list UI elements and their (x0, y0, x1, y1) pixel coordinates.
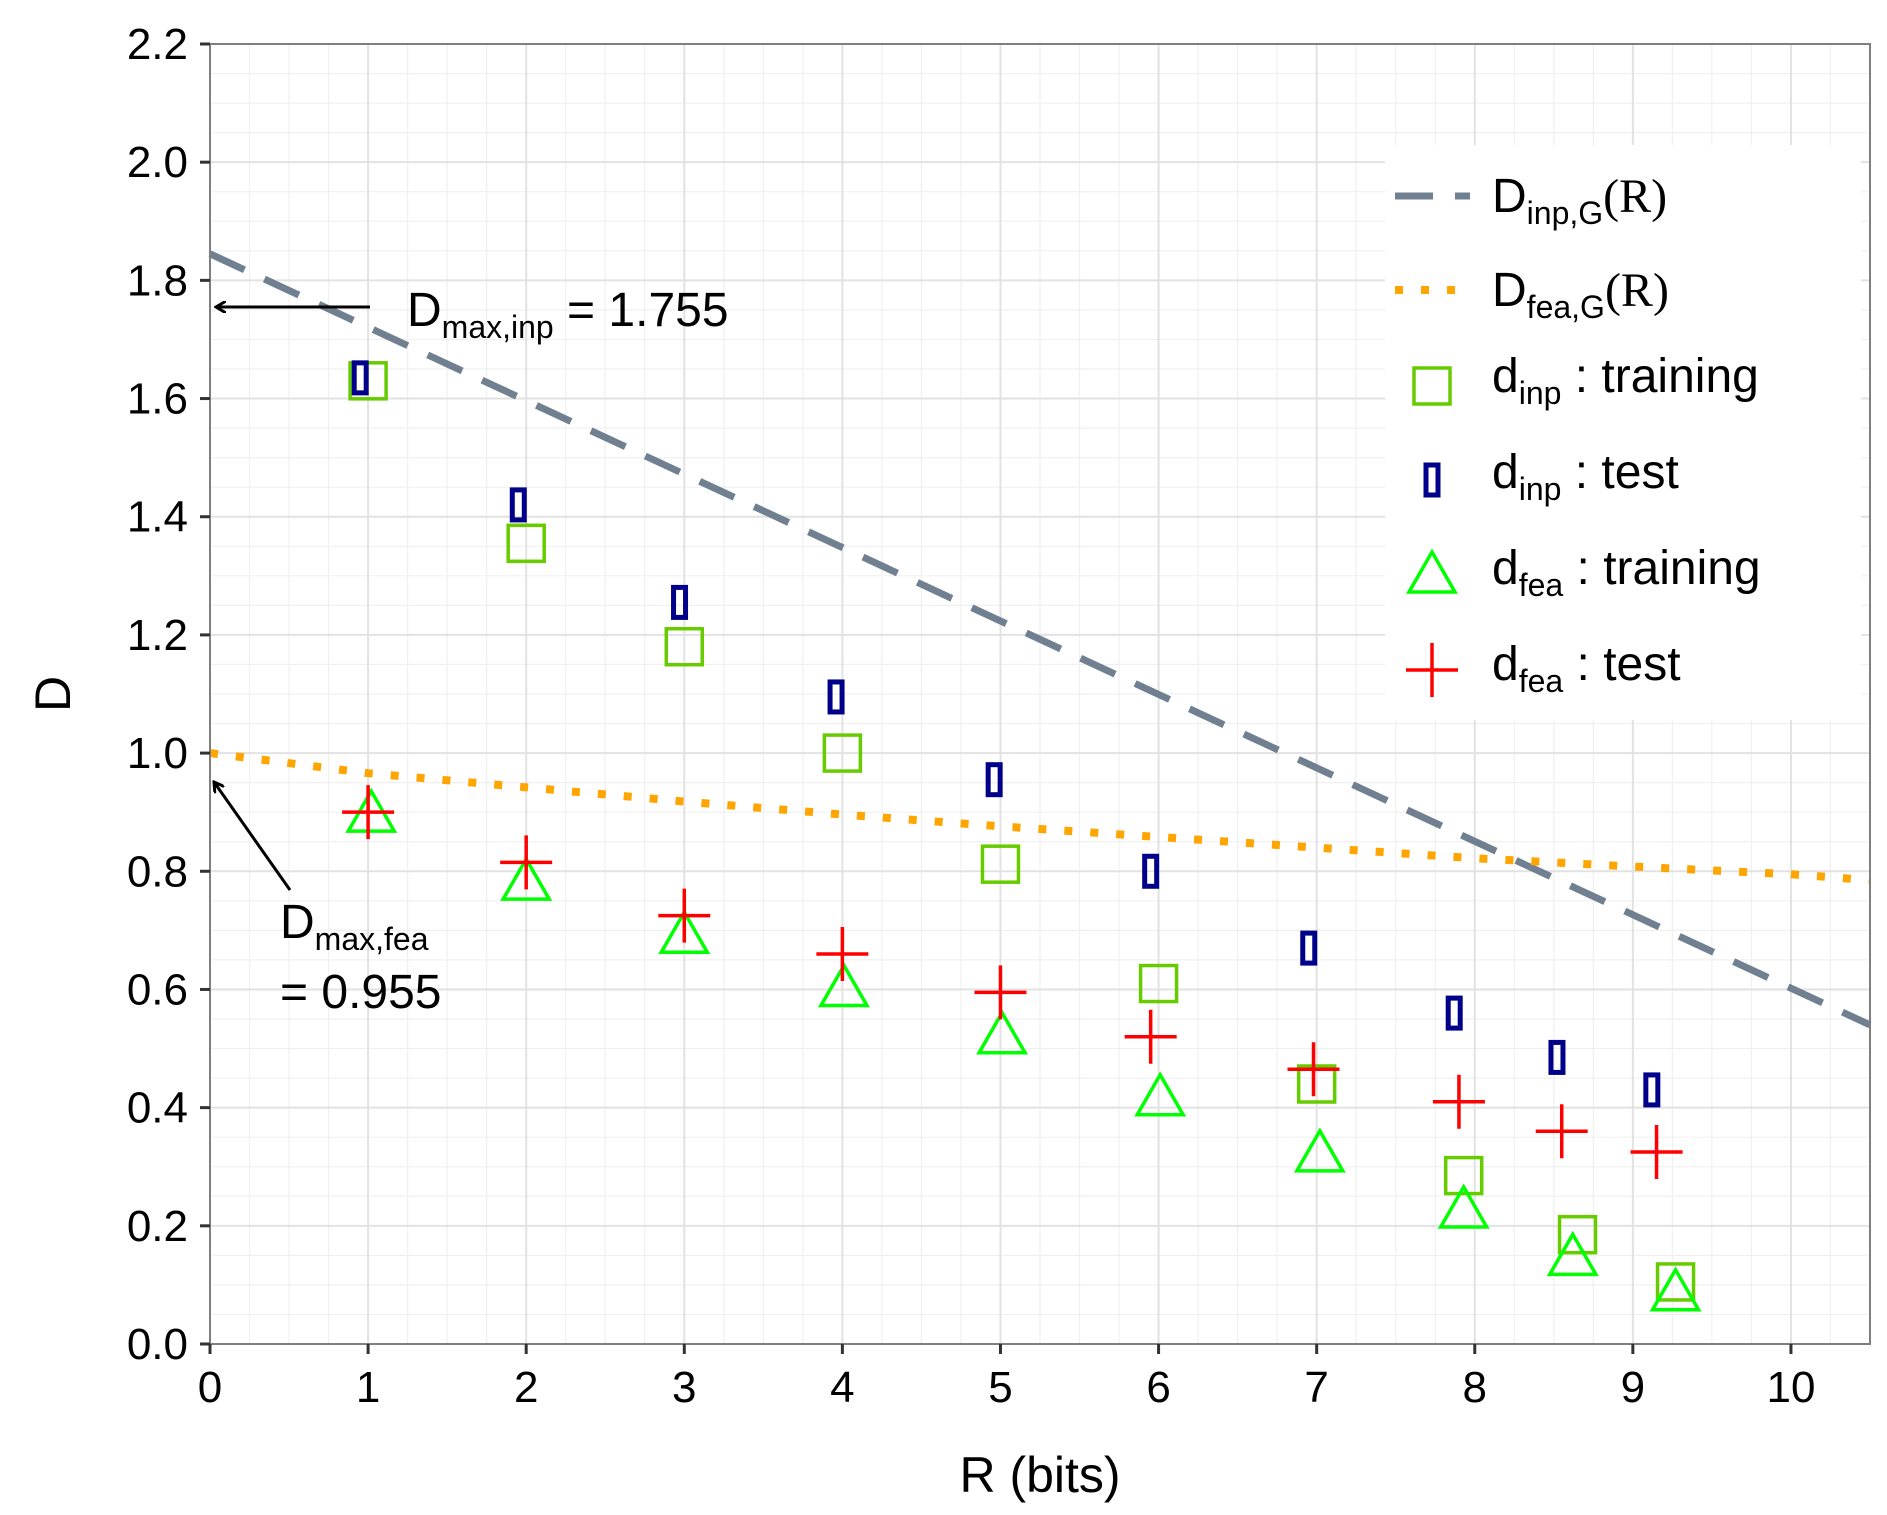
point-square-6 (1296, 1064, 1337, 1104)
point-triangle-9 (1649, 1266, 1702, 1312)
point-triangle-8 (1546, 1230, 1599, 1277)
point-triangle-2 (658, 908, 711, 955)
legend-label-dfea-test: dfea : test (1492, 638, 1681, 699)
point-triangle-1 (500, 855, 553, 901)
legend-label-dfeaG: Dfea,G(R) (1492, 264, 1669, 325)
y-tick-label: 2.2 (127, 20, 188, 69)
point-plus-6 (1287, 1042, 1340, 1097)
axis-ticks (200, 42, 1793, 1354)
series-line-1 (209, 749, 1871, 885)
grid-minor (210, 44, 1871, 1344)
point-plus-9 (1630, 1124, 1683, 1179)
point-thin-rect-7 (1445, 995, 1463, 1031)
x-tick-label: 9 (1621, 1363, 1645, 1412)
y-tick-label: 0.6 (127, 965, 188, 1014)
annotation-arrow-fea (214, 782, 292, 891)
legend-label-dinp-training: dinp : training (1492, 350, 1759, 411)
legend-key-5 (1406, 643, 1458, 697)
x-tick-labels: 0 1 2 3 4 5 6 7 8 9 10 (198, 1363, 1816, 1412)
x-tick-label: 10 (1766, 1363, 1815, 1412)
point-plus-8 (1535, 1104, 1588, 1159)
y-tick-label: 1.2 (127, 611, 188, 660)
point-square-2 (664, 626, 705, 667)
legend-keys (1395, 192, 1470, 697)
series-line-0 (208, 250, 1872, 1029)
y-tick-label: 0.8 (127, 847, 188, 896)
annotation-dmax-fea: Dmax,fea = 0.955 (214, 782, 441, 1019)
point-square-4 (980, 844, 1021, 884)
y-tick-label: 1.0 (127, 729, 188, 778)
x-axis-title: R (bits) (959, 1447, 1120, 1503)
point-triangle-6 (1293, 1127, 1346, 1173)
x-tick-label: 2 (514, 1363, 538, 1412)
legend-key-4 (1405, 548, 1459, 594)
y-tick-label: 2.0 (127, 138, 188, 187)
point-square-1 (506, 523, 546, 564)
y-tick-label: 0.4 (127, 1084, 188, 1133)
legend-key-2 (1412, 366, 1452, 406)
point-triangle-7 (1437, 1183, 1490, 1229)
point-plus-4 (974, 965, 1027, 1020)
point-thin-rect-5 (1142, 853, 1160, 889)
point-square-7 (1443, 1155, 1484, 1196)
x-tick-label: 0 (198, 1363, 222, 1412)
point-square-3 (822, 733, 863, 773)
point-thin-rect-9 (1643, 1072, 1661, 1108)
x-tick-label: 3 (672, 1363, 696, 1412)
x-tick-label: 8 (1463, 1363, 1487, 1412)
point-triangle-4 (976, 1009, 1029, 1055)
point-thin-rect-2 (671, 584, 689, 620)
point-square-8 (1557, 1214, 1598, 1255)
point-thin-rect-4 (985, 762, 1003, 798)
series-points (342, 360, 1702, 1312)
y-tick-label: 0.2 (127, 1202, 188, 1251)
point-plus-7 (1432, 1074, 1485, 1129)
x-tick-label: 4 (830, 1363, 854, 1412)
annotation-label-fea: Dmax,fea (280, 896, 429, 957)
annotation-label-inp: Dmax,inp = 1.755 (407, 284, 729, 345)
point-triangle-3 (817, 961, 870, 1008)
y-tick-label: 0.0 (127, 1320, 188, 1369)
y-tick-labels: 0.0 0.2 0.4 0.6 0.8 1.0 1.2 1.4 1.6 1.8 2.0 2.2 (127, 20, 188, 1369)
point-plus-5 (1124, 1009, 1177, 1064)
point-thin-rect-8 (1548, 1039, 1566, 1075)
x-tick-label: 5 (988, 1363, 1012, 1412)
legend: Dinp,G(R) Dfea,G(R) dinp : training dinp… (1385, 145, 1861, 720)
point-thin-rect-3 (827, 679, 845, 715)
series-lines (208, 250, 1872, 1029)
x-tick-label: 6 (1146, 1363, 1170, 1412)
point-square-9 (1655, 1262, 1696, 1302)
point-plus-1 (500, 835, 553, 890)
x-tick-label: 1 (356, 1363, 380, 1412)
legend-label-dinpG: Dinp,G(R) (1492, 170, 1667, 231)
legend-background (1385, 145, 1861, 720)
point-thin-rect-0 (351, 360, 369, 396)
annotation-dmax-inp: Dmax,inp = 1.755 (216, 284, 729, 345)
x-tick-label: 7 (1304, 1363, 1328, 1412)
plot-border (209, 43, 1871, 1345)
point-plus-3 (816, 927, 869, 981)
legend-key-3 (1423, 462, 1441, 498)
point-thin-rect-6 (1300, 930, 1318, 966)
y-tick-label: 1.4 (127, 493, 188, 542)
y-axis-title: D (25, 676, 81, 712)
legend-label-dfea-training: dfea : training (1492, 542, 1761, 603)
point-thin-rect-1 (509, 487, 527, 523)
point-triangle-5 (1134, 1071, 1187, 1117)
annotation-value-fea: = 0.955 (280, 966, 441, 1019)
point-plus-2 (658, 888, 711, 943)
point-plus-0 (342, 785, 395, 840)
y-tick-label: 1.8 (127, 256, 188, 305)
legend-label-dinp-test: dinp : test (1492, 446, 1679, 507)
y-tick-label: 1.6 (127, 375, 188, 424)
point-square-5 (1138, 963, 1179, 1004)
